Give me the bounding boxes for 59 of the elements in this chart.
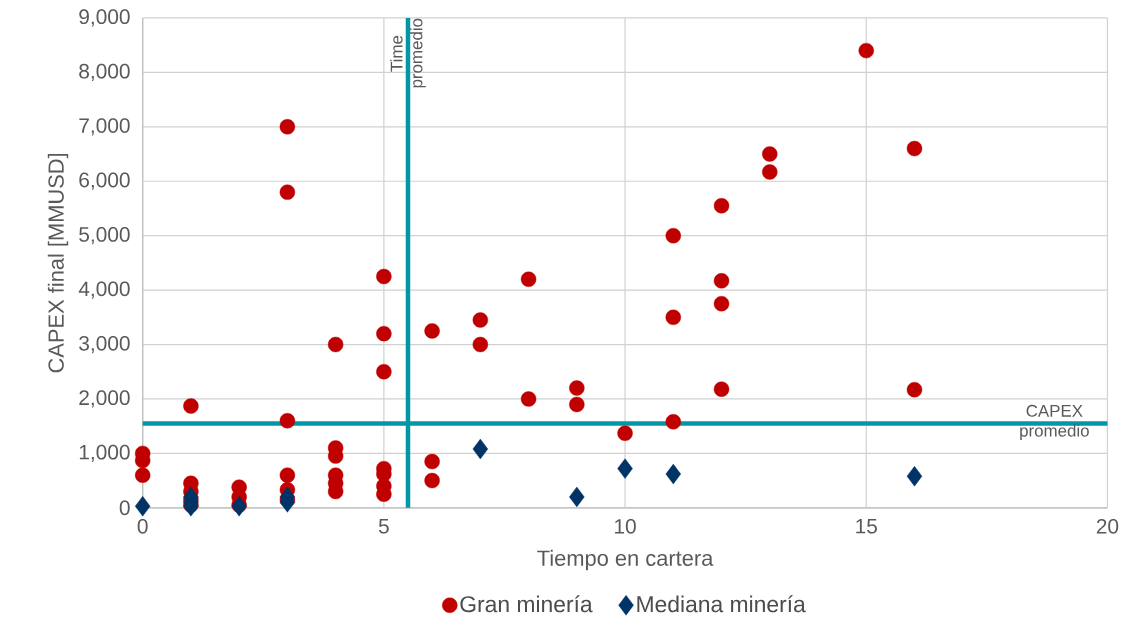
point [617, 425, 633, 442]
y-tick-label: 5,000 [79, 227, 130, 245]
point [713, 296, 730, 312]
point [183, 398, 199, 414]
x-tick-label: 5 [378, 519, 389, 534]
point [713, 198, 730, 214]
point [424, 323, 440, 339]
point [472, 439, 489, 460]
y-tick-label: 0 [119, 500, 130, 516]
point [376, 364, 392, 380]
point [906, 466, 923, 487]
point [713, 381, 730, 398]
point [617, 458, 633, 480]
legend-label: Mediana minería [637, 595, 806, 613]
x-tick-label: 10 [615, 519, 636, 534]
point [376, 326, 392, 342]
y-tick-label: 3,000 [79, 336, 130, 354]
point [858, 43, 874, 59]
point [665, 309, 681, 326]
legend-label: Gran minería [460, 595, 593, 613]
point [713, 273, 730, 289]
point [279, 467, 296, 484]
x-axis-title: Tiempo en cartera [537, 550, 714, 571]
point [569, 380, 585, 396]
y-tick-label: 1,000 [79, 445, 130, 463]
point [569, 396, 585, 413]
y-tick-label: 9,000 [79, 9, 130, 27]
point [520, 271, 537, 288]
y-tick-label: 2,000 [79, 390, 130, 408]
point [472, 337, 489, 353]
point [134, 496, 151, 517]
point [665, 228, 681, 244]
point [376, 269, 392, 285]
point [906, 382, 923, 398]
point [665, 464, 681, 485]
point [762, 164, 778, 180]
point [279, 119, 296, 135]
point [327, 337, 344, 353]
point [134, 467, 151, 484]
y-axis-title: CAPEX final [MMUSD] [47, 154, 69, 373]
point [520, 391, 537, 407]
ref-line-label: Time promedio [390, 19, 426, 88]
x-tick-label: 15 [856, 519, 877, 534]
point [279, 413, 296, 429]
point [569, 486, 585, 508]
point [906, 141, 923, 157]
x-tick-label: 20 [1096, 519, 1119, 534]
y-tick-label: 8,000 [79, 64, 130, 82]
ref-line-label: CAPEX promedio [1020, 405, 1089, 441]
point [424, 454, 440, 470]
point [665, 414, 681, 430]
point [279, 184, 296, 201]
point [472, 312, 489, 328]
point [762, 146, 778, 162]
y-tick-label: 7,000 [79, 118, 130, 136]
x-tick-label: 0 [137, 519, 148, 534]
point [424, 473, 440, 489]
y-tick-label: 4,000 [78, 281, 130, 299]
y-tick-label: 6,000 [79, 172, 130, 191]
